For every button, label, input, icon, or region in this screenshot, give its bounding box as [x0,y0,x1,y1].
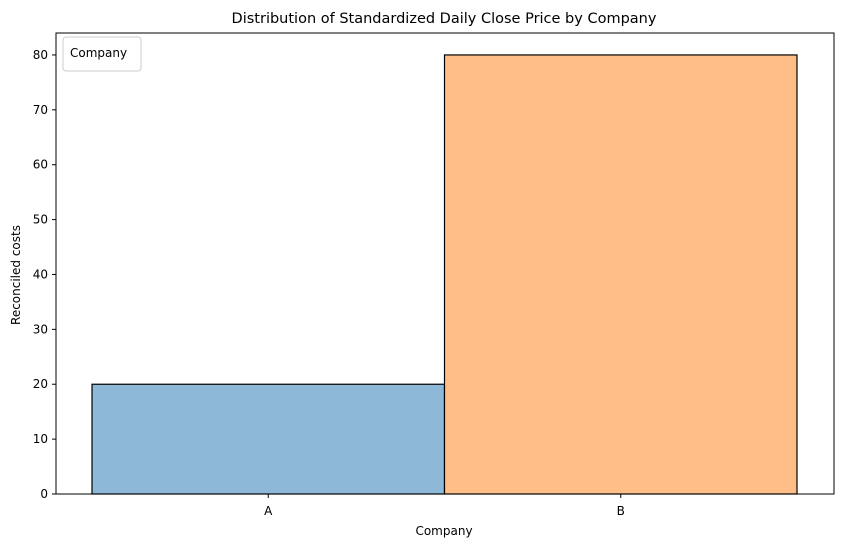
y-axis: 0 10 20 30 40 50 60 70 80 [33,48,56,501]
y-tick-label: 60 [33,158,48,172]
y-tick-label: 20 [33,377,48,391]
y-tick-label: 50 [33,213,48,227]
y-tick-label: 70 [33,103,48,117]
y-tick-label: 0 [40,487,48,501]
y-tick-label: 30 [33,322,48,336]
legend: Company [62,36,142,72]
y-tick-label: 10 [33,432,48,446]
legend-title: Company [70,46,127,60]
y-axis-label: Reconciled costs [9,225,23,325]
legend-box [62,36,142,72]
bar-a [91,383,446,495]
axes-frame [55,32,835,495]
bar-b [443,54,798,495]
y-tick-label: 40 [33,267,48,281]
chart-title: Distribution of Standardized Daily Close… [232,11,657,27]
x-tick-label: B [617,504,625,518]
x-axis-label: Company [415,524,472,538]
y-tick-label: 80 [33,48,48,62]
x-tick-label: A [264,504,273,518]
bars-group [91,54,798,495]
